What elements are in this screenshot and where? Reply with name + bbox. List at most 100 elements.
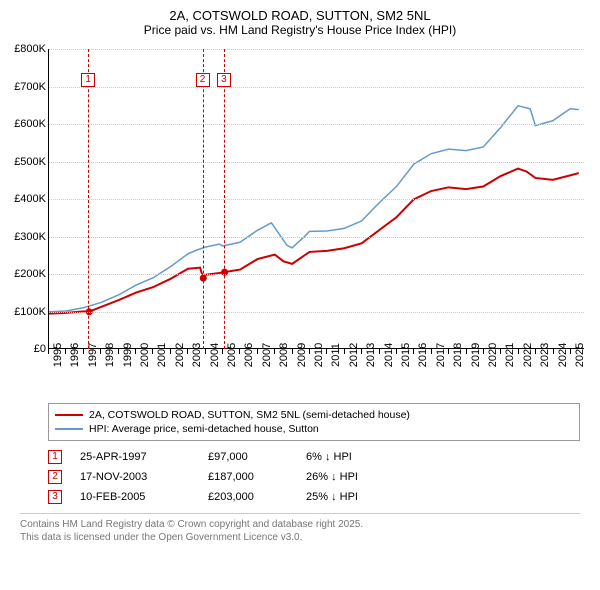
x-tick [135,349,136,354]
x-tick [170,349,171,354]
gridline [49,162,584,163]
legend-swatch [55,428,83,430]
gridline [49,199,584,200]
event-line [203,49,204,349]
x-axis-label: 2006 [243,343,255,367]
footer: Contains HM Land Registry data © Crown c… [20,513,580,544]
gridline [49,312,584,313]
x-tick [65,349,66,354]
x-tick [100,349,101,354]
event-line [224,49,225,349]
transaction-row: 217-NOV-2003£187,00026% ↓ HPI [48,467,580,487]
x-tick [448,349,449,354]
x-tick [292,349,293,354]
x-axis-label: 2020 [487,343,499,367]
chart-area: £0 £100K £200K £300K £400K £500K £600K £700K £80… [0,41,600,401]
y-axis-label: £500K [14,156,46,168]
x-tick [483,349,484,354]
y-axis-label: £800K [14,43,46,55]
y-axis-label: £700K [14,81,46,93]
x-tick [152,349,153,354]
x-axis-label: 2010 [313,343,325,367]
transaction-date: 25-APR-1997 [80,451,190,463]
y-axis-label: £300K [14,231,46,243]
x-axis-label: 1999 [122,343,134,367]
chart-container: 2A, COTSWOLD ROAD, SUTTON, SM2 5NL Price… [0,0,600,544]
plot-area [48,49,584,349]
x-axis-label: 2014 [383,343,395,367]
gridline [49,274,584,275]
gridline [49,124,584,125]
y-axis-label: £100K [14,306,46,318]
x-tick [518,349,519,354]
transaction-price: £97,000 [208,451,288,463]
x-axis-label: 2013 [365,343,377,367]
x-axis-label: 2019 [470,343,482,367]
x-tick [309,349,310,354]
x-tick [274,349,275,354]
y-axis-label: £0 [34,343,46,355]
x-axis-label: 2008 [278,343,290,367]
legend-swatch [55,414,83,416]
x-axis-label: 2012 [348,343,360,367]
x-tick [500,349,501,354]
transaction-row: 125-APR-1997£97,0006% ↓ HPI [48,447,580,467]
x-tick [553,349,554,354]
transaction-price: £203,000 [208,491,288,503]
footer-line-2: This data is licensed under the Open Gov… [20,531,580,544]
x-axis-label: 2003 [191,343,203,367]
legend: 2A, COTSWOLD ROAD, SUTTON, SM2 5NL (semi… [48,403,580,441]
gridline [49,49,584,50]
x-axis-label: 2000 [139,343,151,367]
x-tick [83,349,84,354]
legend-row: HPI: Average price, semi-detached house,… [55,422,573,436]
transaction-date: 17-NOV-2003 [80,471,190,483]
event-marker: 2 [196,73,210,87]
series-price_paid [49,169,579,314]
x-axis-label: 2001 [156,343,168,367]
event-marker: 3 [217,73,231,87]
x-axis-label: 2007 [261,343,273,367]
y-axis-label: £400K [14,193,46,205]
legend-label: 2A, COTSWOLD ROAD, SUTTON, SM2 5NL (semi… [89,409,410,421]
x-tick [205,349,206,354]
x-axis-label: 2024 [557,343,569,367]
event-marker: 1 [81,73,95,87]
gridline [49,237,584,238]
x-axis-label: 2018 [452,343,464,367]
x-tick [396,349,397,354]
transaction-marker: 2 [48,470,62,484]
x-axis-label: 2015 [400,343,412,367]
x-axis-label: 1995 [52,343,64,367]
transaction-diff: 6% ↓ HPI [306,451,396,463]
transaction-diff: 26% ↓ HPI [306,471,396,483]
x-axis-label: 2025 [574,343,586,367]
title-block: 2A, COTSWOLD ROAD, SUTTON, SM2 5NL Price… [0,0,600,41]
transaction-date: 10-FEB-2005 [80,491,190,503]
x-tick [361,349,362,354]
x-tick [222,349,223,354]
legend-row: 2A, COTSWOLD ROAD, SUTTON, SM2 5NL (semi… [55,408,573,422]
x-tick [466,349,467,354]
x-tick [535,349,536,354]
transaction-table: 125-APR-1997£97,0006% ↓ HPI217-NOV-2003£… [48,447,580,507]
x-axis-label: 2002 [174,343,186,367]
x-axis-label: 2016 [417,343,429,367]
x-tick [239,349,240,354]
legend-label: HPI: Average price, semi-detached house,… [89,423,319,435]
y-axis-label: £600K [14,118,46,130]
x-axis-label: 2021 [504,343,516,367]
x-axis-label: 1998 [104,343,116,367]
chart-title: 2A, COTSWOLD ROAD, SUTTON, SM2 5NL [10,8,590,23]
y-axis-label: £200K [14,268,46,280]
x-tick [48,349,49,354]
x-axis-label: 1996 [69,343,81,367]
x-tick [326,349,327,354]
transaction-diff: 25% ↓ HPI [306,491,396,503]
event-line [88,49,89,349]
chart-subtitle: Price paid vs. HM Land Registry's House … [10,23,590,37]
x-tick [257,349,258,354]
x-axis-label: 2011 [330,343,342,367]
x-tick [187,349,188,354]
x-axis-label: 2022 [522,343,534,367]
